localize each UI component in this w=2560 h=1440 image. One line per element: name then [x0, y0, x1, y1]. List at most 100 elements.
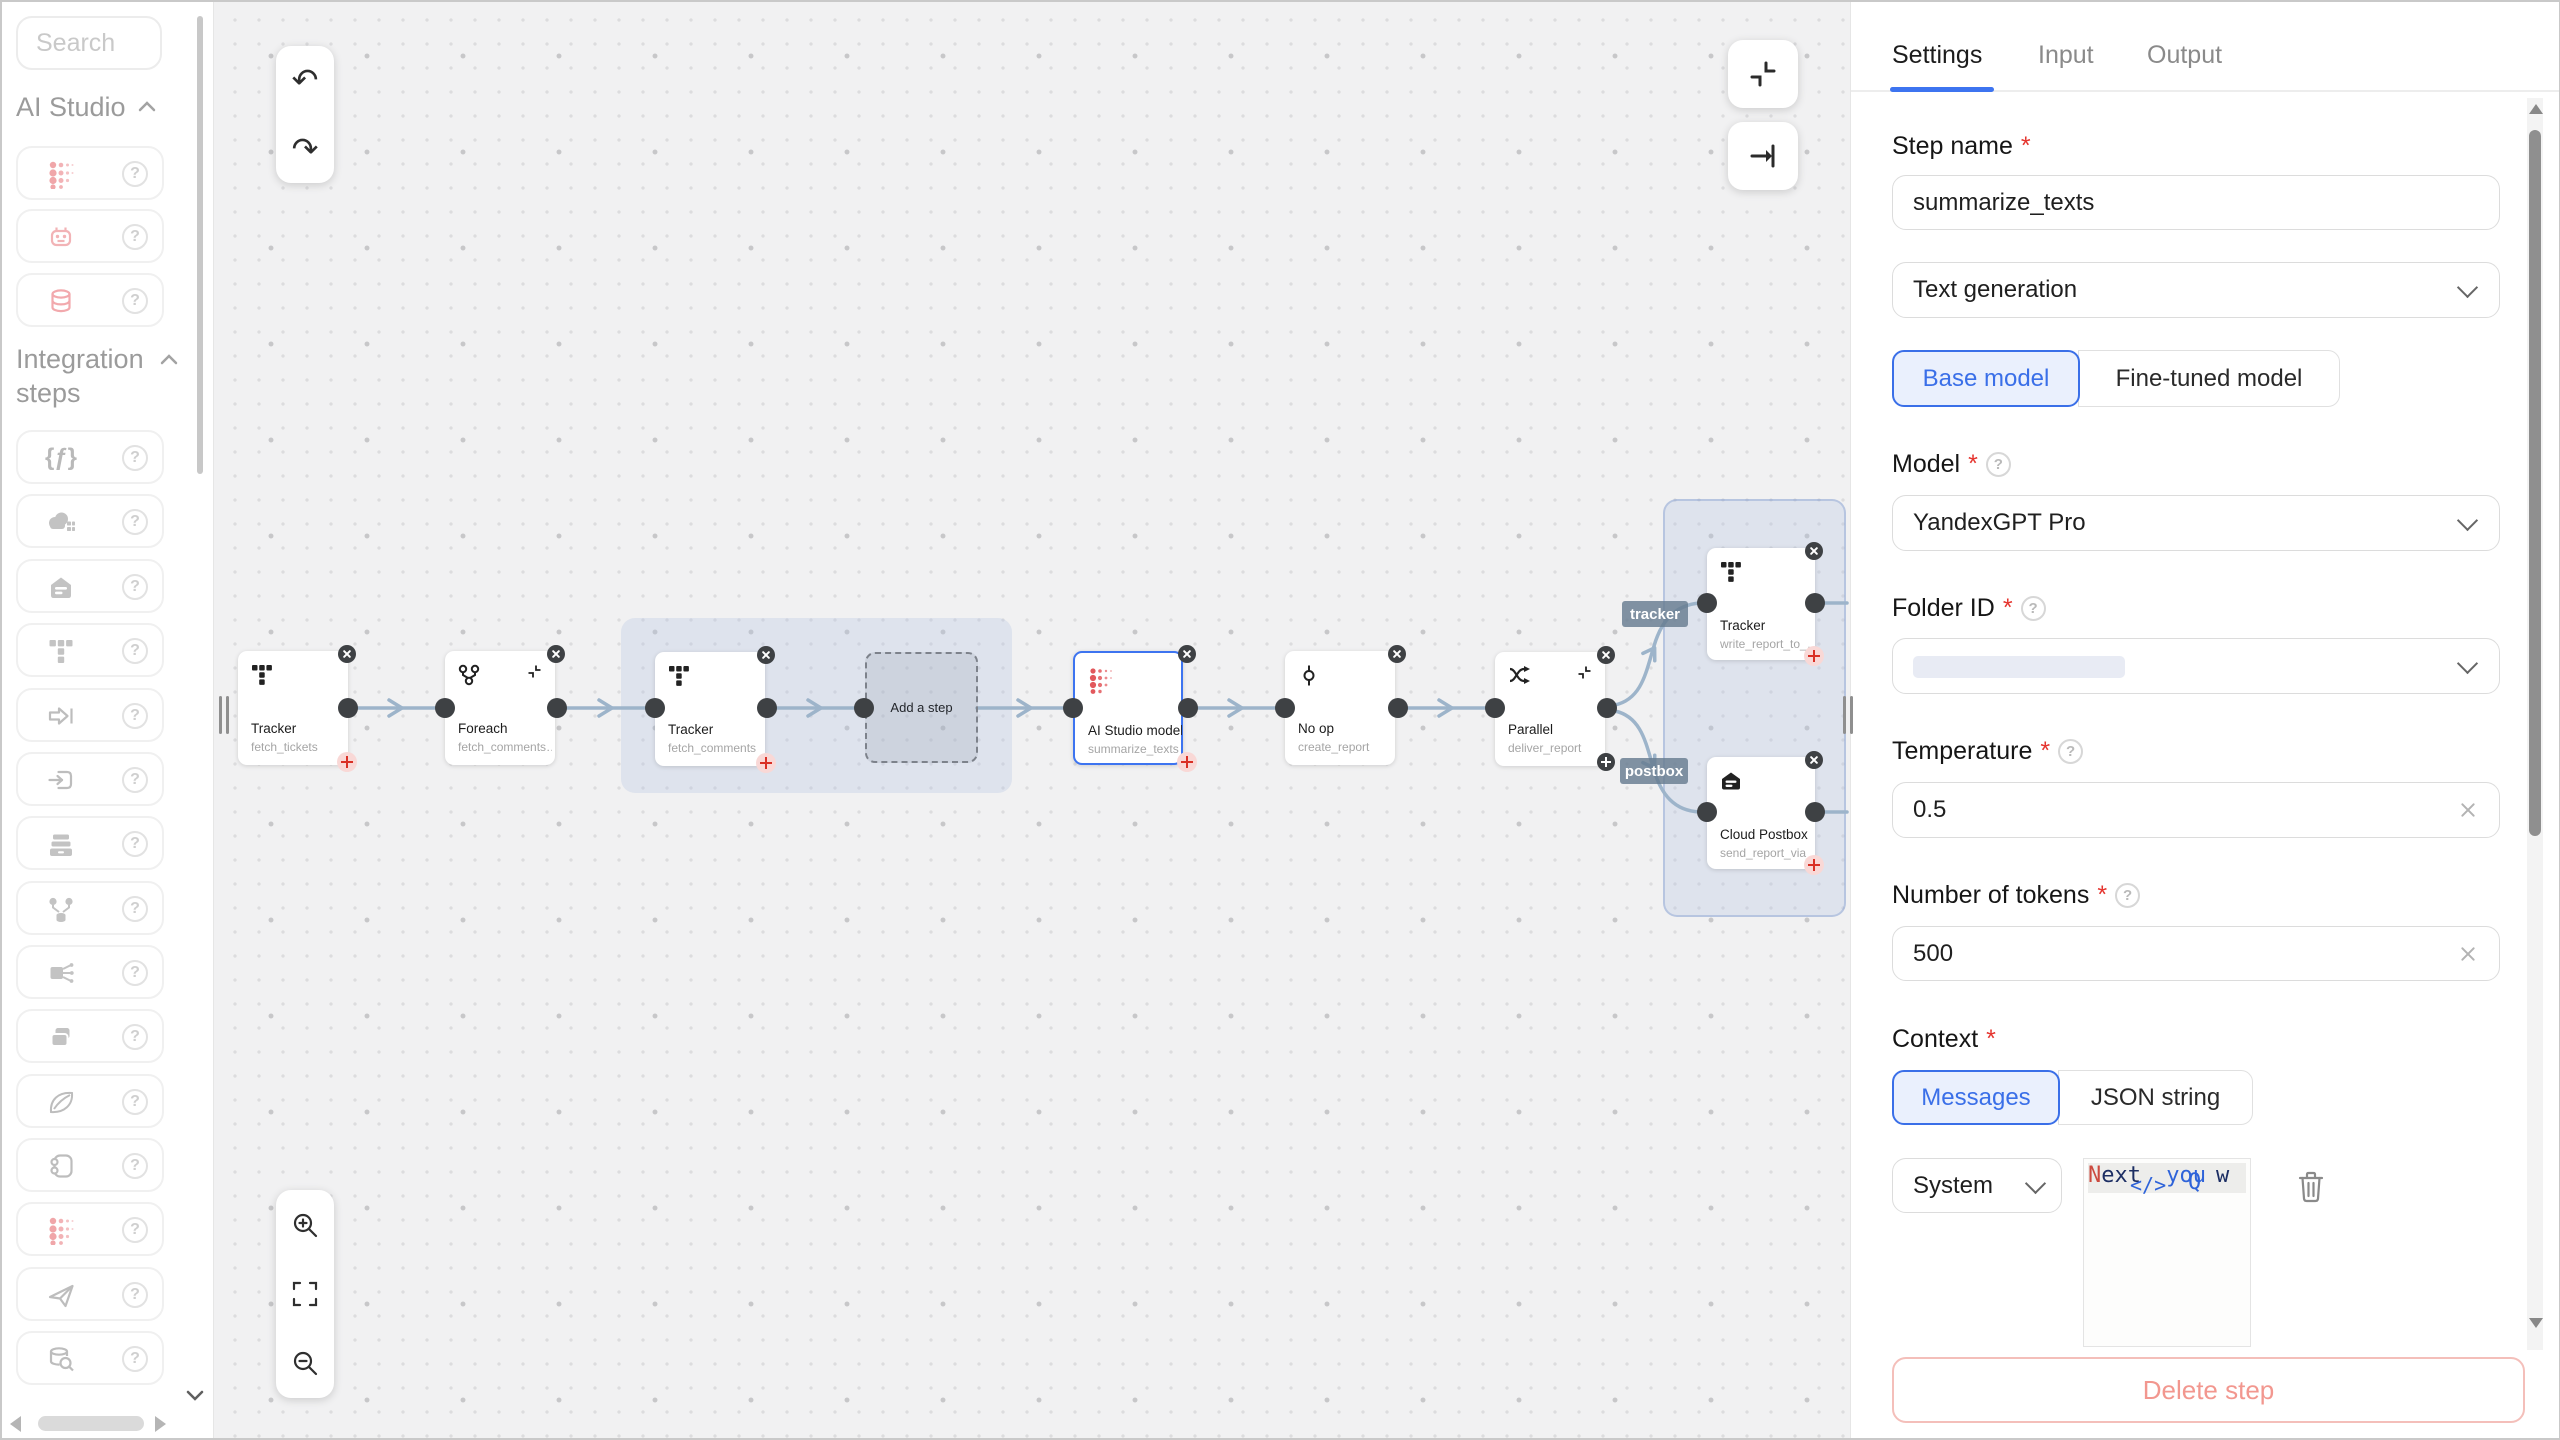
- align-button[interactable]: [1728, 122, 1798, 190]
- port[interactable]: [435, 698, 455, 718]
- port[interactable]: [1275, 698, 1295, 718]
- close-icon[interactable]: [1805, 542, 1823, 560]
- clear-icon[interactable]: [2457, 943, 2479, 965]
- context-messages-toggle[interactable]: Messages: [1892, 1070, 2060, 1125]
- port[interactable]: [1805, 802, 1825, 822]
- scroll-down-icon[interactable]: [186, 1390, 204, 1401]
- sidebar-item-cloud[interactable]: ?: [16, 494, 164, 548]
- help-icon[interactable]: ?: [122, 288, 148, 314]
- trash-icon[interactable]: [2296, 1170, 2326, 1204]
- sidebar-item-leaf[interactable]: ?: [16, 1074, 164, 1128]
- node-deliver-report[interactable]: Parallel deliver_report: [1495, 652, 1605, 766]
- sidebar-item-ai-models-outline[interactable]: ?: [16, 1202, 164, 1256]
- sidebar-item-merge[interactable]: ?: [16, 881, 164, 935]
- fine-tuned-model-toggle[interactable]: Fine-tuned model: [2078, 350, 2340, 407]
- help-icon[interactable]: ?: [122, 703, 148, 729]
- model-select[interactable]: YandexGPT Pro: [1892, 495, 2500, 551]
- help-icon[interactable]: ?: [122, 1024, 148, 1050]
- collapse-all-button[interactable]: [1728, 40, 1798, 108]
- scroll-up-icon[interactable]: [2529, 104, 2543, 114]
- tab-output[interactable]: Output: [2147, 41, 2223, 69]
- undo-button[interactable]: ↶: [276, 46, 334, 115]
- scroll-left-icon[interactable]: [10, 1416, 21, 1432]
- help-icon[interactable]: ?: [122, 960, 148, 986]
- help-icon[interactable]: ?: [2058, 739, 2084, 764]
- port[interactable]: [1697, 802, 1717, 822]
- close-icon[interactable]: [1388, 645, 1406, 663]
- sidebar-item-archive[interactable]: ?: [16, 816, 164, 870]
- panel-resize-handle[interactable]: [1843, 696, 1846, 734]
- node-fetch-tickets[interactable]: Tracker fetch_tickets: [238, 651, 348, 765]
- redo-button[interactable]: ↷: [276, 115, 334, 184]
- sidebar-item-connector[interactable]: ?: [16, 1138, 164, 1192]
- context-json-toggle[interactable]: JSON string: [2058, 1070, 2253, 1125]
- close-icon[interactable]: [757, 646, 775, 664]
- help-icon[interactable]: ?: [2020, 596, 2046, 621]
- chevron-up-icon[interactable]: [160, 354, 178, 365]
- help-icon[interactable]: ?: [2115, 883, 2141, 908]
- node-fetch-comments[interactable]: Tracker fetch_comments: [655, 652, 765, 766]
- port[interactable]: [645, 698, 665, 718]
- fit-view-button[interactable]: [276, 1259, 334, 1328]
- node-summarize-texts[interactable]: AI Studio models summarize_texts: [1073, 651, 1183, 765]
- sidebar-item-board[interactable]: ?: [16, 945, 164, 999]
- node-write-report[interactable]: Tracker write_report_to_…: [1707, 548, 1815, 660]
- zoom-in-button[interactable]: [276, 1190, 334, 1259]
- temperature-input[interactable]: 0.5: [1892, 782, 2500, 838]
- port[interactable]: [1485, 698, 1505, 718]
- help-icon[interactable]: ?: [122, 509, 148, 535]
- sidebar-item-agent[interactable]: ?: [16, 209, 164, 263]
- help-icon[interactable]: ?: [122, 638, 148, 664]
- help-icon[interactable]: ?: [122, 1346, 148, 1372]
- sidebar-item-step-into[interactable]: ?: [16, 688, 164, 742]
- tokens-input[interactable]: 500: [1892, 926, 2500, 981]
- clear-icon[interactable]: [2457, 799, 2479, 821]
- panel-resize-handle[interactable]: [1850, 696, 1853, 734]
- sidebar-resize-handle[interactable]: [219, 696, 222, 734]
- sidebar-item-messenger[interactable]: ?: [16, 1267, 164, 1321]
- message-role-select[interactable]: System: [1892, 1158, 2062, 1213]
- help-icon[interactable]: ?: [1985, 452, 2011, 477]
- zoom-out-button[interactable]: [276, 1329, 334, 1398]
- help-icon[interactable]: ?: [122, 767, 148, 793]
- sidebar-item-ai-models[interactable]: ?: [16, 146, 164, 200]
- base-model-toggle[interactable]: Base model: [1892, 350, 2080, 407]
- help-icon[interactable]: ?: [122, 574, 148, 600]
- step-name-input[interactable]: summarize_texts: [1892, 175, 2500, 230]
- sidebar-item-cop[y[interactable]: ?: [16, 1009, 164, 1063]
- close-icon[interactable]: [338, 645, 356, 663]
- sidebar-item-function[interactable]: {ƒ} ?: [16, 430, 164, 484]
- help-icon[interactable]: ?: [122, 831, 148, 857]
- add-step-icon[interactable]: [756, 753, 776, 773]
- help-icon[interactable]: ?: [122, 1089, 148, 1115]
- horizontal-scrollbar[interactable]: [38, 1416, 144, 1431]
- tab-input[interactable]: Input: [2038, 41, 2094, 69]
- node-send-report[interactable]: Cloud Postbox send_report_via_…: [1707, 757, 1815, 869]
- help-icon[interactable]: ?: [122, 224, 148, 250]
- message-editor[interactable]: Next you </> Q w: [2083, 1158, 2251, 1347]
- port[interactable]: [338, 698, 358, 718]
- delete-step-button[interactable]: Delete step: [1892, 1357, 2525, 1423]
- sidebar-item-search-index[interactable]: ?: [16, 1331, 164, 1385]
- help-icon[interactable]: ?: [122, 896, 148, 922]
- node-foreach[interactable]: Foreach fetch_comments…: [445, 651, 555, 765]
- sidebar-item-import[interactable]: ?: [16, 752, 164, 806]
- add-step-icon[interactable]: [1804, 855, 1824, 875]
- close-icon[interactable]: [547, 645, 565, 663]
- section-title-ai-studio[interactable]: AI Studio: [16, 92, 126, 122]
- add-step-icon[interactable]: [337, 752, 357, 772]
- help-icon[interactable]: ?: [122, 1217, 148, 1243]
- tab-settings[interactable]: Settings: [1892, 41, 1983, 69]
- add-branch-icon[interactable]: [1597, 753, 1615, 771]
- sidebar-scrollbar[interactable]: [197, 16, 203, 474]
- port[interactable]: [1697, 593, 1717, 613]
- sidebar-item-tracker[interactable]: ?: [16, 623, 164, 677]
- port[interactable]: [1063, 698, 1083, 718]
- chevron-up-icon[interactable]: [138, 101, 156, 112]
- close-icon[interactable]: [1805, 751, 1823, 769]
- port[interactable]: [1178, 698, 1198, 718]
- sidebar-item-postbox[interactable]: ?: [16, 559, 164, 613]
- panel-scrollbar-thumb[interactable]: [2529, 130, 2541, 836]
- node-add-a-step[interactable]: Add a step: [865, 652, 978, 763]
- help-icon[interactable]: ?: [122, 1282, 148, 1308]
